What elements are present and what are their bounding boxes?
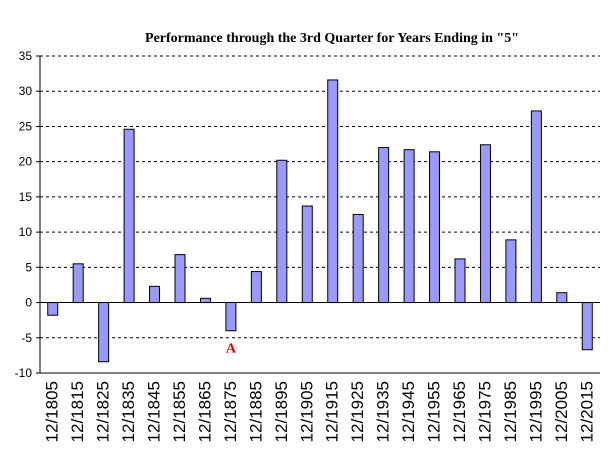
x-tick-label: 12/1845 — [145, 381, 164, 442]
bar — [327, 79, 339, 304]
x-tick-label: 12/1815 — [68, 381, 87, 442]
y-tick-label: 30 — [19, 84, 33, 98]
x-tick-label: 12/2005 — [552, 381, 571, 442]
x-tick-label: 12/1805 — [43, 381, 62, 442]
y-tick-label: 35 — [19, 49, 33, 63]
y-tick-label: 10 — [19, 225, 33, 239]
bar — [72, 263, 84, 304]
bar — [123, 128, 135, 304]
x-tick-labels: 12/1805 12/1815 12/1825 12/1835 12/1845 12/18… — [43, 381, 597, 442]
bar — [581, 302, 593, 351]
x-tick-label: 12/1865 — [195, 381, 214, 442]
x-tick-label: 12/1975 — [475, 381, 494, 442]
bar — [225, 302, 237, 332]
x-tick-label: 12/1875 — [221, 381, 240, 442]
x-tick-label: 12/1835 — [119, 381, 138, 442]
y-tick-label: 15 — [19, 190, 33, 204]
bar — [98, 302, 110, 363]
annotation-label: A — [226, 342, 237, 357]
bar — [505, 239, 517, 304]
bar — [174, 254, 186, 304]
y-tick-labels: -10 -5 0 5 10 15 20 25 30 35 — [15, 49, 33, 380]
bar — [276, 159, 288, 304]
x-tick-label: 12/1825 — [94, 381, 113, 442]
x-tick-label: 12/1955 — [425, 381, 444, 442]
bar — [250, 271, 262, 304]
x-tick-label: 12/1905 — [297, 381, 316, 442]
axes — [36, 55, 600, 374]
y-tick-label: 25 — [19, 119, 33, 133]
bar — [199, 297, 211, 304]
x-tick-label: 12/1885 — [246, 381, 265, 442]
bar — [47, 302, 59, 316]
y-tick-label: -10 — [15, 366, 33, 380]
bar — [378, 147, 390, 304]
x-tick-label: 12/1965 — [450, 381, 469, 442]
x-tick-label: 12/1985 — [501, 381, 520, 442]
y-tick-label: -5 — [21, 331, 32, 345]
x-tick-label: 12/2015 — [577, 381, 596, 442]
x-tick-label: 12/1995 — [526, 381, 545, 442]
y-tick-label: 5 — [25, 260, 32, 274]
x-tick-label: 12/1935 — [374, 381, 393, 442]
bar — [454, 258, 466, 304]
bar — [149, 285, 161, 304]
x-tick-label: 12/1855 — [170, 381, 189, 442]
x-tick-label: 12/1915 — [323, 381, 342, 442]
bar — [301, 205, 313, 304]
x-tick-label: 12/1945 — [399, 381, 418, 442]
x-tick-label: 12/1925 — [348, 381, 367, 442]
annotations: A — [226, 342, 237, 357]
bar — [530, 110, 542, 304]
chart-title: Performance through the 3rd Quarter for … — [145, 31, 519, 46]
bar — [403, 149, 415, 304]
x-tick-label: 12/1895 — [272, 381, 291, 442]
bars — [47, 79, 593, 363]
y-tick-label: 20 — [19, 155, 33, 169]
bar — [479, 144, 491, 304]
bar — [556, 292, 568, 304]
bar — [429, 151, 441, 304]
y-tick-label: 0 — [25, 296, 32, 310]
bar — [352, 214, 364, 304]
